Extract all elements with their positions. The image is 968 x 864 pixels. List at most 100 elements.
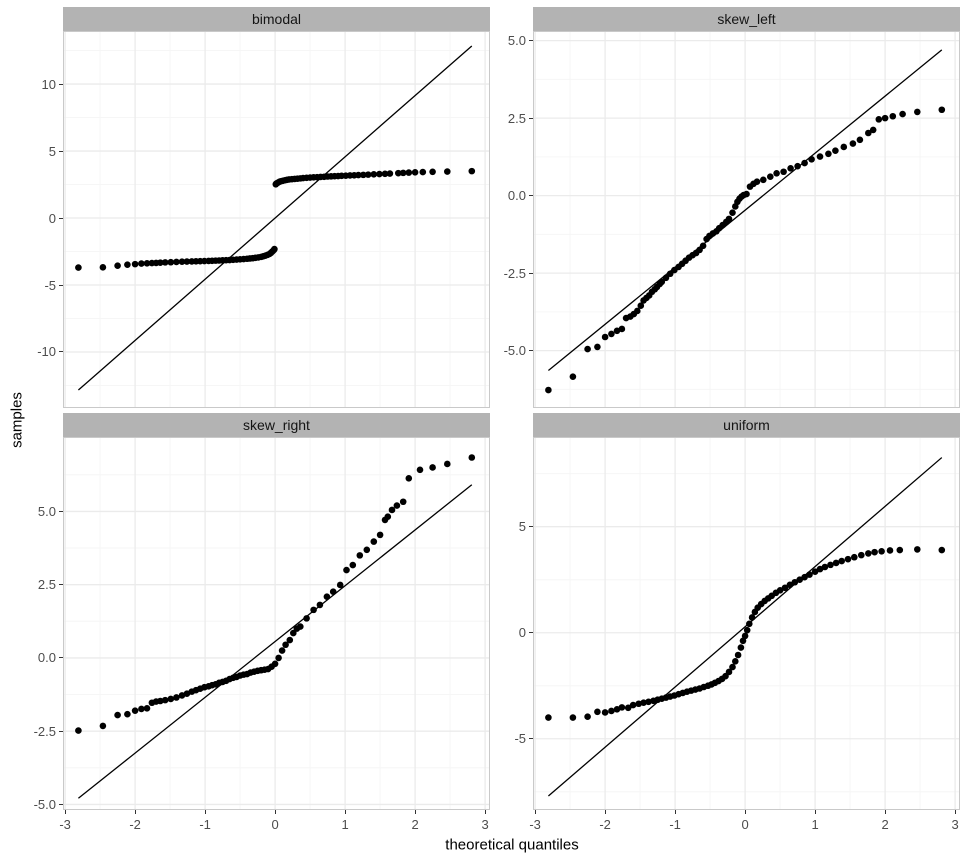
x-tick-mark: [484, 810, 486, 814]
qq-point: [336, 581, 344, 589]
x-tick-label: 2: [881, 817, 889, 832]
panel-background: [63, 437, 490, 810]
qq-point: [601, 709, 609, 716]
qq-point: [173, 694, 180, 701]
qq-point: [827, 561, 834, 569]
qq-reference-line: [547, 49, 943, 371]
qq-point: [545, 386, 552, 394]
qq-point: [811, 568, 819, 575]
qq-point: [303, 615, 310, 622]
x-tick-label: -3: [59, 817, 71, 832]
qq-point: [143, 705, 151, 712]
qq-point: [938, 106, 946, 114]
qq-point: [584, 345, 591, 353]
qq-point: [405, 169, 413, 176]
x-tick-mark: [64, 810, 66, 814]
facet-strip-skew-left: skew_left: [533, 7, 960, 31]
x-tick-mark: [674, 810, 676, 814]
qq-point: [545, 714, 552, 721]
x-tick-mark: [414, 810, 416, 814]
x-tick-label: 1: [811, 817, 819, 832]
x-tick-label: -1: [199, 817, 211, 832]
qq-point: [569, 714, 577, 721]
y-tick-mark: [529, 40, 533, 42]
y-tick-label: 5.0: [507, 33, 526, 49]
qq-point: [729, 209, 736, 216]
qq-point: [869, 126, 877, 134]
qq-point: [635, 700, 642, 708]
qq-point: [871, 548, 878, 556]
y-tick-mark: [59, 510, 63, 512]
qq-point: [124, 261, 131, 268]
qq-point: [594, 708, 601, 716]
qq-point: [99, 722, 107, 730]
qq-point: [157, 697, 164, 705]
panel-border: [533, 437, 960, 810]
qq-point: [816, 153, 824, 160]
x-tick-mark: [534, 810, 536, 814]
x-tick-label: 2: [411, 817, 419, 832]
qq-point: [363, 546, 371, 554]
qq-point: [832, 559, 840, 567]
x-tick-label: 3: [951, 817, 959, 832]
qq-point: [865, 129, 872, 137]
qq-point: [838, 557, 845, 565]
qq-point: [167, 258, 175, 266]
facet-strip-bimodal: bimodal: [63, 7, 490, 31]
y-tick-mark: [529, 272, 533, 274]
qq-point: [370, 171, 378, 178]
y-tick-label: 5.0: [37, 503, 56, 519]
facet-strip-skew-right: skew_right: [63, 413, 490, 437]
qq-point: [419, 168, 427, 176]
y-tick-label: 0.0: [507, 188, 526, 204]
y-tick-mark: [59, 351, 63, 353]
y-tick-label: -10: [37, 344, 56, 360]
qq-point: [658, 278, 666, 286]
x-tick-mark: [744, 810, 746, 814]
qq-point: [75, 727, 82, 734]
x-tick-label: -1: [669, 817, 681, 832]
qq-point: [75, 264, 82, 271]
y-tick-mark: [59, 284, 63, 286]
qq-points: [545, 106, 946, 394]
qq-point: [399, 169, 407, 177]
x-tick-label: -2: [599, 817, 611, 832]
qq-point: [138, 705, 145, 713]
qq-point: [914, 546, 921, 553]
qq-point: [124, 710, 131, 718]
x-tick-mark: [134, 810, 136, 814]
qq-point: [444, 460, 451, 468]
x-tick-label: 1: [341, 817, 349, 832]
facet-strip-label: skew_right: [243, 417, 310, 433]
y-tick-mark: [59, 657, 63, 659]
qq-point: [411, 169, 419, 176]
qq-point: [343, 566, 350, 574]
y-tick-mark: [529, 350, 533, 352]
qq-point: [444, 168, 451, 175]
x-tick-mark: [274, 810, 276, 814]
y-tick-label: -5: [44, 277, 56, 293]
y-tick-label: -5.0: [33, 796, 56, 812]
qq-point: [138, 260, 145, 267]
qq-point: [808, 156, 815, 163]
qq-point: [468, 167, 476, 175]
qq-point: [618, 325, 626, 333]
qq-point: [729, 663, 736, 671]
qq-point: [290, 629, 297, 637]
qq-point: [734, 651, 742, 659]
qq-point: [760, 176, 767, 184]
x-tick-mark: [604, 810, 606, 814]
qq-point: [356, 552, 364, 559]
qq-point: [787, 165, 794, 172]
y-tick-mark: [59, 83, 63, 85]
qq-point: [131, 707, 139, 714]
y-tick-mark: [529, 738, 533, 740]
x-tick-label: 3: [481, 817, 489, 832]
qq-point: [429, 464, 436, 471]
x-tick-mark: [204, 810, 206, 814]
y-tick-mark: [529, 117, 533, 119]
y-axis-title: samples: [8, 392, 26, 448]
qq-point: [832, 147, 839, 154]
y-tick-mark: [529, 632, 533, 634]
qq-point: [737, 644, 745, 651]
